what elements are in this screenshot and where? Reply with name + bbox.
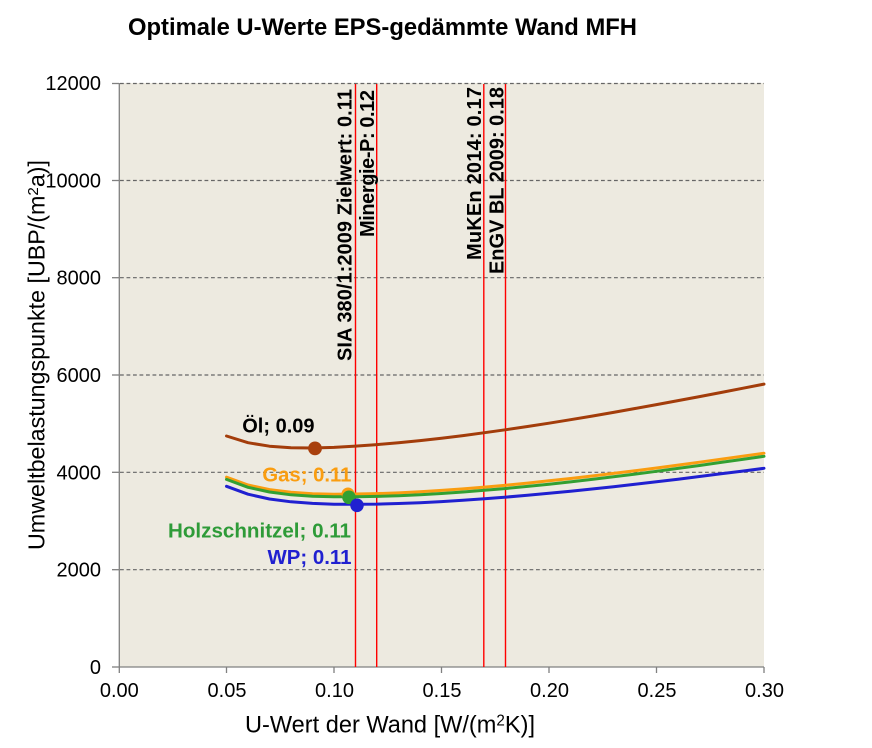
svg-text:0.00: 0.00 (100, 680, 139, 702)
svg-text:0.15: 0.15 (423, 680, 462, 702)
svg-text:Gas; 0.11: Gas; 0.11 (262, 465, 351, 487)
svg-text:MuKEn 2014: 0.17: MuKEn 2014: 0.17 (464, 87, 486, 260)
svg-text:0.20: 0.20 (530, 680, 569, 702)
svg-text:6000: 6000 (57, 365, 102, 387)
svg-text:0.25: 0.25 (638, 680, 677, 702)
svg-text:2000: 2000 (57, 560, 102, 582)
svg-text:SIA 380/1:2009 Zielwert: 0.11: SIA 380/1:2009 Zielwert: 0.11 (334, 89, 356, 361)
svg-text:0.10: 0.10 (315, 680, 354, 702)
svg-text:WP; 0.11: WP; 0.11 (268, 547, 352, 569)
svg-text:12000: 12000 (45, 73, 101, 95)
svg-text:Optimale U-Werte EPS-gedämmte: Optimale U-Werte EPS-gedämmte Wand MFH (128, 14, 637, 41)
svg-text:8000: 8000 (57, 268, 102, 290)
svg-text:Holzschnitzel; 0.11: Holzschnitzel; 0.11 (168, 521, 351, 543)
svg-text:0: 0 (90, 657, 101, 679)
svg-text:0.30: 0.30 (745, 680, 784, 702)
svg-text:EnGV BL 2009: 0.18: EnGV BL 2009: 0.18 (486, 87, 508, 274)
svg-text:0.05: 0.05 (208, 680, 247, 702)
svg-text:Öl; 0.09: Öl; 0.09 (242, 415, 314, 438)
svg-text:Umweltbelastungspunkte [UBP/(: Umweltbelastungspunkte [UBP/(m2a)] (24, 160, 50, 550)
svg-text:4000: 4000 (57, 462, 102, 484)
svg-text:Minergie-P: 0.12: Minergie-P: 0.12 (357, 90, 379, 237)
svg-text:U-Wert der Wand [W/(m2K)]: U-Wert der Wand [W/(m2K)] (245, 712, 535, 739)
svg-text:10000: 10000 (45, 171, 101, 193)
